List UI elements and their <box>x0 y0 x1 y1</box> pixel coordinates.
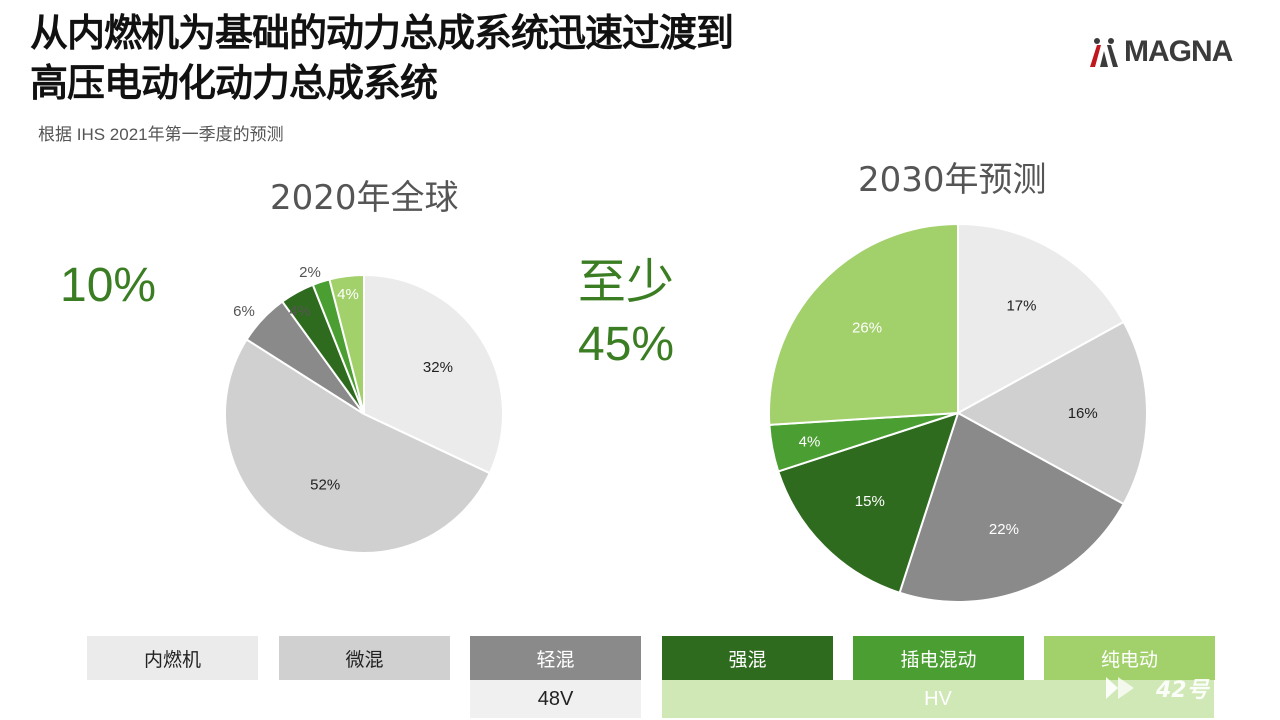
legend-item-0: 内燃机 <box>87 636 258 680</box>
pie-slice-1-1 <box>955 320 1148 506</box>
pie-label-1-1: 16% <box>1068 405 1098 422</box>
pie-label-0-2: 6% <box>233 303 255 320</box>
pie-2030: 17% 16% 22% 15% 4% 26% <box>768 222 1148 603</box>
pie-slice-0-1 <box>224 338 492 554</box>
watermark-text: 42号 <box>1156 678 1209 703</box>
pie-slice-1-2 <box>898 411 1125 603</box>
pie-label-0-4: 2% <box>299 264 321 281</box>
legend-item-4: 插电混动 <box>853 636 1024 680</box>
chart-title-2030: 2030年预测 <box>858 160 1047 200</box>
pie-label-1-5: 26% <box>852 320 882 337</box>
highlight-mid-line2: 45% <box>578 318 675 371</box>
magna-logo-icon <box>1090 38 1118 67</box>
highlight-mid: 至少 45% <box>578 252 674 376</box>
pie-label-1-4: 4% <box>799 433 821 450</box>
pie-label-0-3: 4% <box>289 303 311 320</box>
pie-label-0-0: 32% <box>423 359 453 376</box>
pie-slice-1-5 <box>768 222 959 426</box>
pie-slice-1-3 <box>776 411 960 595</box>
legend-item-5: 纯电动 <box>1044 636 1215 680</box>
highlight-mid-line1: 至少 <box>578 256 675 309</box>
watermark: 42号 <box>1104 668 1254 708</box>
page-title: 从内燃机为基础的动力总成系统迅速过渡到 高压电动化动力总成系统 <box>30 8 930 108</box>
watermark-icon <box>1106 677 1134 699</box>
highlight-left: 10% <box>60 259 157 312</box>
pie-label-1-2: 22% <box>989 521 1019 538</box>
pie-label-1-3: 15% <box>855 493 885 510</box>
pie-label-0-1: 52% <box>310 477 340 494</box>
pie-slice-0-5 <box>328 273 365 415</box>
pie-slice-0-0 <box>363 273 504 475</box>
title-line-1: 从内燃机为基础的动力总成系统迅速过渡到 <box>30 11 734 55</box>
pie-2020: 32% 52% 6% 4% 2% 4% <box>224 264 504 554</box>
band-48v: 48V <box>470 680 641 718</box>
magna-logo: MAGNA <box>1088 34 1268 70</box>
chart-title-2020: 2020年全球 <box>270 178 459 218</box>
subtitle: 根据 IHS 2021年第一季度的预测 <box>38 125 284 144</box>
legend-item-1: 微混 <box>279 636 450 680</box>
pie-slice-1-0 <box>957 222 1125 415</box>
pie-label-1-0: 17% <box>1006 298 1036 315</box>
pie-label-0-5: 4% <box>337 286 359 303</box>
title-line-2: 高压电动化动力总成系统 <box>30 61 438 105</box>
logo-wordmark: MAGNA <box>1124 35 1233 68</box>
legend-item-3: 强混 <box>662 636 833 680</box>
legend-item-2: 轻混 <box>470 636 641 680</box>
